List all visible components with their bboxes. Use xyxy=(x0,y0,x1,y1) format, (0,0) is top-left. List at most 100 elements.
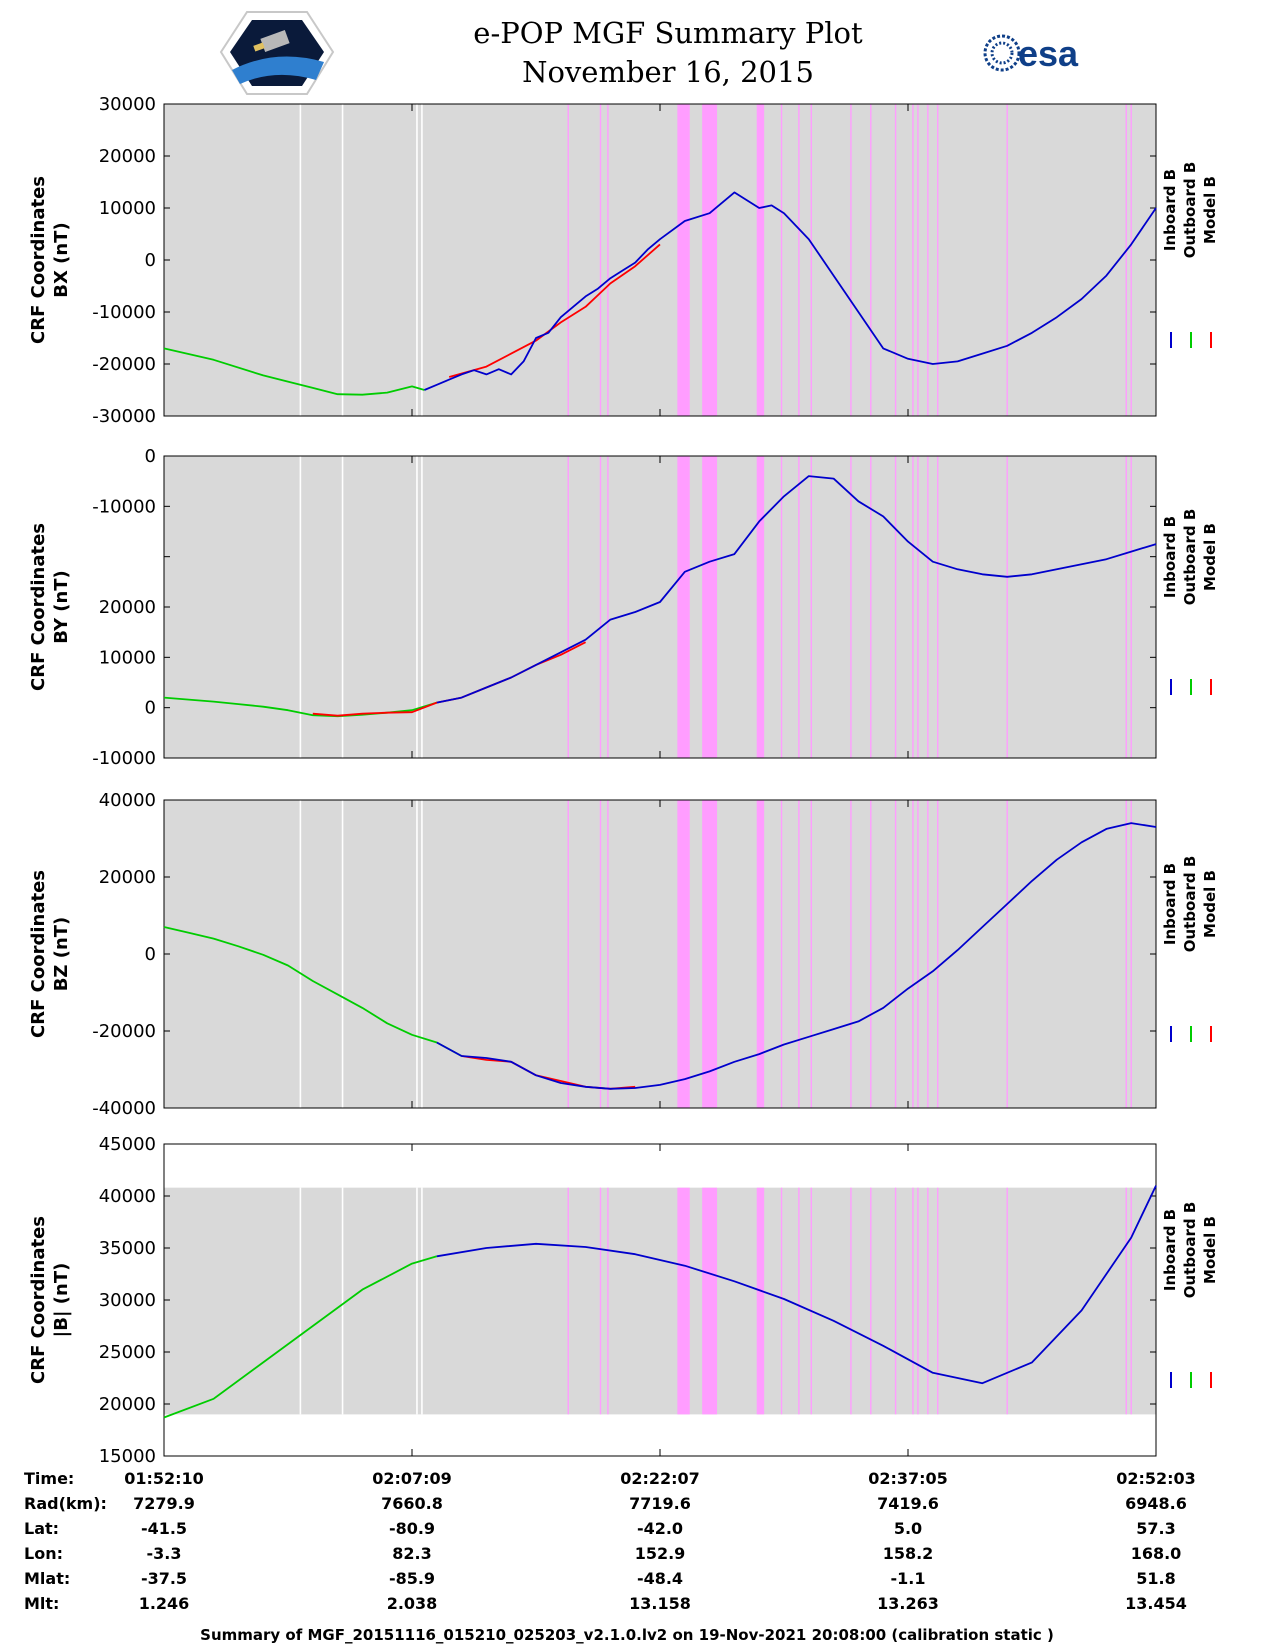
y-tick-label: 0 xyxy=(145,446,156,467)
title-line-1: e-POP MGF Summary Plot xyxy=(473,16,863,50)
ephemeris-value: 13.454 xyxy=(1125,1594,1187,1613)
ephemeris-value: 02:07:09 xyxy=(372,1469,452,1488)
legend-label: Inboard B xyxy=(1161,1209,1179,1291)
panel-bz: 40000 20000 0 -20000 -40000 CRF Coordinates BZ… xyxy=(28,790,1219,1119)
ephemeris-value: 7419.6 xyxy=(877,1494,939,1513)
y-axis-label: CRF Coordinates xyxy=(28,523,49,691)
y-axis-label: CRF Coordinates xyxy=(28,1216,49,1384)
ephemeris-value: 7719.6 xyxy=(629,1494,691,1513)
y-tick-label: 10000 xyxy=(99,198,156,219)
esa-logo: esa xyxy=(983,33,1079,74)
y-tick-label: 35000 xyxy=(99,1238,156,1259)
legend-label: Outboard B xyxy=(1181,509,1199,606)
event-band xyxy=(702,1187,718,1415)
ephemeris-value: -1.1 xyxy=(891,1569,926,1588)
y-tick-label: 20000 xyxy=(99,146,156,167)
ephemeris-value: 5.0 xyxy=(894,1519,922,1538)
legend-label: Inboard B xyxy=(1161,863,1179,945)
panel-background xyxy=(164,800,1156,1108)
event-band xyxy=(677,456,690,758)
y-tick-label: 25000 xyxy=(99,1342,156,1363)
event-band xyxy=(702,104,718,416)
ephemeris-value: -41.5 xyxy=(141,1519,187,1538)
y-tick-label: 20000 xyxy=(99,1394,156,1415)
y-tick-label: 40000 xyxy=(99,1186,156,1207)
ephemeris-value: 01:52:10 xyxy=(124,1469,204,1488)
event-band xyxy=(756,1187,765,1415)
ephemeris-row-label: Time: xyxy=(24,1469,74,1488)
legend-label: Model B xyxy=(1201,523,1219,591)
event-band xyxy=(756,800,765,1108)
series-line-outboard xyxy=(163,1255,438,1419)
ephemeris-value: -85.9 xyxy=(389,1569,435,1588)
y-axis-label: BZ (nT) xyxy=(51,917,72,992)
y-axis-label: BY (nT) xyxy=(51,570,72,644)
y-tick-label: -20000 xyxy=(92,1021,156,1042)
ephemeris-value: 57.3 xyxy=(1136,1519,1175,1538)
ephemeris-value: 6948.6 xyxy=(1125,1494,1187,1513)
y-tick-label: 15000 xyxy=(99,1446,156,1467)
ephemeris-value: -42.0 xyxy=(637,1519,683,1538)
ephemeris-value: 1.246 xyxy=(139,1594,190,1613)
y-axis-label: |B| (nT) xyxy=(51,1263,72,1338)
y-tick-label: -10000 xyxy=(92,748,156,769)
panel-background xyxy=(164,104,1156,416)
ephemeris-value: 82.3 xyxy=(392,1544,431,1563)
y-tick-label: -40000 xyxy=(92,1098,156,1119)
ephemeris-value: 158.2 xyxy=(883,1544,934,1563)
ephemeris-value: 02:37:05 xyxy=(868,1469,948,1488)
series-line-outboard xyxy=(163,347,425,396)
ephemeris-row-label: Mlt: xyxy=(24,1594,59,1613)
ephemeris-value: 7660.8 xyxy=(381,1494,443,1513)
ephemeris-value: -37.5 xyxy=(141,1569,187,1588)
legend-label: Model B xyxy=(1201,870,1219,938)
series-line-model xyxy=(448,243,661,378)
legend-label: Outboard B xyxy=(1181,856,1199,953)
event-band xyxy=(702,456,718,758)
y-tick-label: 10000 xyxy=(99,647,156,668)
series-line-inboard xyxy=(436,475,1157,704)
y-tick-label: 0 xyxy=(145,250,156,271)
panel-background xyxy=(164,456,1156,758)
y-tick-label: -30000 xyxy=(92,406,156,427)
legend-label: Inboard B xyxy=(1161,516,1179,598)
event-band xyxy=(702,800,718,1108)
title-line-2: November 16, 2015 xyxy=(522,55,814,89)
y-tick-label: 40000 xyxy=(99,790,156,811)
ephemeris-value: 13.158 xyxy=(629,1594,691,1613)
ephemeris-value: -80.9 xyxy=(389,1519,435,1538)
y-tick-label: -20000 xyxy=(92,354,156,375)
esa-logo-text: esa xyxy=(1018,33,1079,74)
ephemeris-row-label: Lon: xyxy=(24,1544,63,1563)
ephemeris-row-label: Rad(km): xyxy=(24,1494,107,1513)
y-tick-label: 0 xyxy=(145,944,156,965)
ephemeris-value: -48.4 xyxy=(637,1569,683,1588)
event-band xyxy=(677,1187,690,1415)
series-line-inboard xyxy=(424,191,1157,391)
ephemeris-value: 02:22:07 xyxy=(620,1469,700,1488)
y-tick-label: 30000 xyxy=(99,1290,156,1311)
legend-label: Outboard B xyxy=(1181,1202,1199,1299)
ephemeris-value: 2.038 xyxy=(387,1594,438,1613)
series-line-outboard xyxy=(163,926,463,1057)
y-tick-label: 0 xyxy=(145,698,156,719)
panel-by: 0 -10000 20000 10000 0 -10000 CRF Coordinates B… xyxy=(28,446,1219,769)
ephemeris-value: 168.0 xyxy=(1131,1544,1182,1563)
ephemeris-row-label: Mlat: xyxy=(24,1569,70,1588)
y-axis-label: BX (nT) xyxy=(51,222,72,297)
y-axis-label: CRF Coordinates xyxy=(28,870,49,1038)
ephemeris-value: 13.263 xyxy=(877,1594,939,1613)
ephemeris-row-label: Lat: xyxy=(24,1519,59,1538)
legend-label: Model B xyxy=(1201,1216,1219,1284)
legend-label: Inboard B xyxy=(1161,169,1179,251)
event-band xyxy=(677,800,690,1108)
event-band xyxy=(756,104,765,416)
ephemeris-value: 02:52:03 xyxy=(1116,1469,1196,1488)
y-tick-label: 20000 xyxy=(99,867,156,888)
y-tick-label: 45000 xyxy=(99,1134,156,1155)
ephemeris-value: -3.3 xyxy=(147,1544,182,1563)
legend-label: Outboard B xyxy=(1181,162,1199,259)
panel-b: 45000 40000 35000 30000 25000 20000 15000 CRF C… xyxy=(28,1134,1219,1467)
legend-label: Model B xyxy=(1201,176,1219,244)
